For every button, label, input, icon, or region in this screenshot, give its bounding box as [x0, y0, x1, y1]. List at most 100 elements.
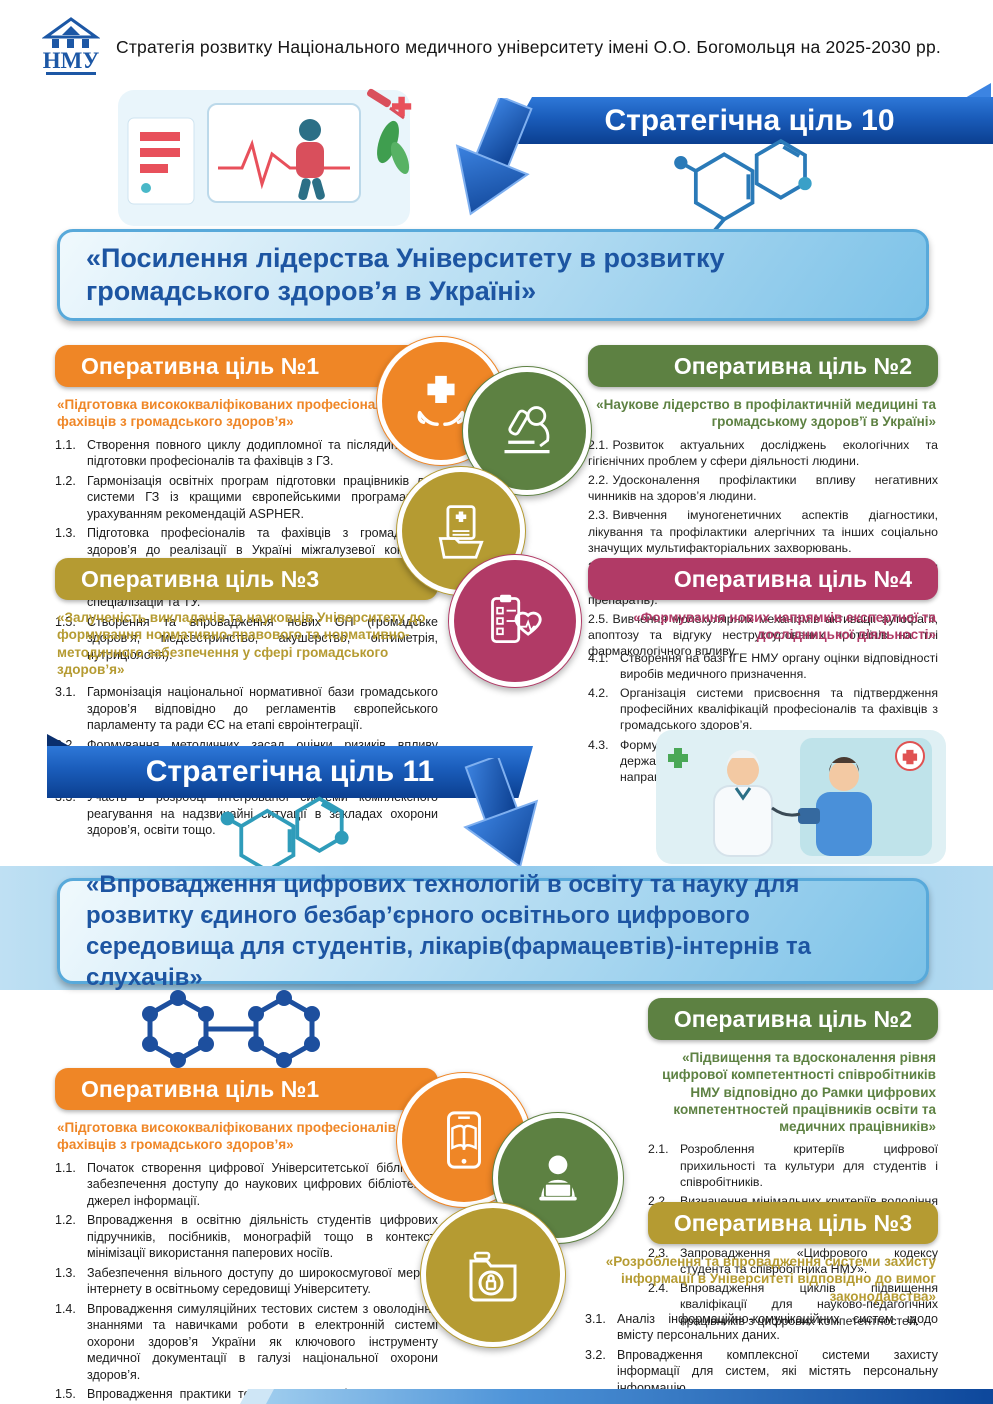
item-text: Вивчення імуногенетичних аспектів діагно…	[588, 508, 938, 555]
list-item: 2.4. Впровадження циклів підвищення квалі…	[648, 1280, 938, 1329]
goal-title-bar: Оперативна ціль №1	[55, 1068, 438, 1110]
list-item: 1.3. Забезпечення вільного доступу до шир…	[55, 1265, 438, 1298]
goal-title-bar: Оперативна ціль №3	[55, 558, 438, 600]
goal-subtitle: «Підготовка висококваліфікованих професі…	[57, 1120, 414, 1153]
item-number: 1.1.	[55, 1160, 76, 1175]
goal-items: 1.1. Початок створення цифрової Університ…	[55, 1160, 438, 1404]
goal-title: Оперативна ціль №2	[673, 352, 912, 379]
goal-subtitle: «Розроблення та впровадження системи зах…	[605, 1254, 936, 1304]
down-arrow-icon	[463, 758, 539, 869]
item-number: 4.1.	[588, 650, 609, 665]
goal-subtitle: «Формування нових напрямків експертної т…	[633, 610, 936, 643]
goal-title-bar: Оперативна ціль №4	[588, 558, 938, 600]
item-number: 1.2.	[55, 1213, 76, 1228]
footer-bar	[262, 1389, 993, 1404]
list-item: 3.1. Гармонізація національної нормативно…	[55, 684, 438, 734]
list-item: 4.2. Організація системи присвоєння та пі…	[588, 685, 938, 734]
item-number: 2.2.	[588, 472, 609, 487]
item-text: Гармонізація освітніх програм підготовки…	[87, 473, 438, 521]
item-number: 1.5.	[55, 1387, 76, 1402]
item-number: 1.4.	[55, 1301, 76, 1316]
item-text: Забезпечення вільного доступу до широкос…	[87, 1265, 438, 1297]
item-text: Створення та впровадження нових ОП (гром…	[87, 614, 438, 662]
item-text: Підготовка професіоналів та фахівців з г…	[87, 526, 438, 573]
list-item: 1.1. Створення повного циклу додипломної …	[55, 437, 438, 470]
hands-medical-cross-icon	[417, 375, 465, 426]
goal-title: Оперативна ціль №3	[673, 1209, 912, 1236]
list-item: 1.4. Впровадження симуляційних тестових с…	[55, 1301, 438, 1384]
nmu-logo-icon: НМУ	[42, 17, 100, 75]
item-text: Впровадження комплексної системи захисту…	[617, 1347, 938, 1395]
item-text: Організація системи присвоєння та підтве…	[620, 685, 938, 733]
list-item: 4.1. Створення на базі ІГЕ НМУ органу оці…	[588, 650, 938, 682]
molecule-icon	[674, 138, 812, 233]
goal-title: Оперативна ціль №2	[673, 1005, 912, 1032]
item-text: Аналіз інформаційно-комунікаційних систе…	[617, 1311, 938, 1343]
item-number: 2.4.	[648, 1281, 669, 1296]
goal-block-s1-4: Оперативна ціль №4 «Формування нових нап…	[588, 558, 938, 788]
goal-title-bar: Оперативна ціль №1	[55, 345, 438, 387]
item-number: 4.3.	[588, 737, 609, 752]
list-item: 1.3. Підготовка професіоналів та фахівців…	[55, 525, 438, 575]
item-text: Впровадження симуляційних тестових систе…	[87, 1301, 438, 1382]
list-item: 3.2. Впровадження комплексної системи зах…	[585, 1347, 938, 1397]
strategic-goal-11-quote: «Впровадження цифрових технологій в осві…	[57, 871, 929, 991]
item-number: 2.1.	[588, 437, 609, 452]
item-text: Створення повного циклу додипломної та п…	[87, 437, 438, 469]
goal-subtitle: «Залученість викладачів та науковців Уні…	[57, 610, 426, 677]
goal-subtitle: «Підвищення та вдосконалення рівня цифро…	[662, 1050, 936, 1135]
list-item: 2.2. Удосконалення профілактики впливу не…	[588, 472, 938, 504]
ribbon-fold	[965, 83, 991, 98]
item-text: Вивчення молекулярних механізмів активац…	[588, 611, 938, 659]
list-item: 1.5. Створення та впровадження нових ОП (…	[55, 614, 438, 664]
item-number: 3.1.	[585, 1311, 606, 1326]
list-item: 1.2. Гармонізація освітніх програм підгот…	[55, 473, 438, 523]
item-number: 1.2.	[55, 473, 76, 488]
student-laptop-icon	[539, 1155, 577, 1201]
item-number: 1.3.	[55, 1265, 76, 1280]
goal-title-bar: Оперативна ціль №3	[648, 1202, 938, 1244]
item-number: 3.2.	[585, 1347, 606, 1362]
medical-document-folder-icon	[438, 505, 484, 559]
goal-subtitle: «Наукове лідерство в профілактичній меди…	[596, 397, 936, 430]
goal-title-bar: Оперативна ціль №2	[648, 998, 938, 1040]
secure-locked-folder-icon	[469, 1251, 517, 1302]
circle-goal4	[448, 554, 582, 688]
item-number: 3.1.	[55, 685, 76, 700]
list-item: 2.1. Розроблення критеріїв цифрової прихи…	[648, 1141, 938, 1190]
svg-text:НМУ: НМУ	[43, 48, 100, 73]
goal-block-s1-1: Оперативна ціль №1 «Підготовка висококва…	[55, 345, 438, 666]
item-number: 1.1.	[55, 437, 76, 452]
goal-title: Оперативна ціль №1	[81, 1075, 320, 1102]
item-text: Удосконалення профілактики впливу негати…	[588, 472, 938, 504]
strategic-goal-11-label: Стратегічна ціль 11	[145, 755, 435, 788]
item-number: 2.3.	[648, 1245, 669, 1260]
health-checklist-heart-icon	[491, 594, 542, 644]
list-item: 3.1. Аналіз інформаційно-комунікаційних с…	[585, 1311, 938, 1344]
goal-subtitle: «Підготовка висококваліфікованих професі…	[57, 397, 414, 430]
goal-items: 3.1. Аналіз інформаційно-комунікаційних с…	[585, 1311, 938, 1404]
item-number: 1.5.	[55, 614, 76, 629]
quote-text: «Впровадження цифрових технологій в осві…	[86, 870, 811, 992]
item-text: Впровадження циклів підвищення кваліфіка…	[680, 1281, 938, 1328]
item-text: Запровадження «Цифрового кодексу студент…	[680, 1245, 938, 1276]
circle-s2-goal3	[420, 1202, 566, 1348]
goal-items: 1.1. Створення повного циклу додипломної …	[55, 437, 438, 664]
poster-title: Стратегія розвитку Національного медично…	[116, 36, 941, 57]
item-text: Розвиток актуальних досліджень екологічн…	[588, 437, 938, 468]
item-text: Гармонізація національної нормативної ба…	[87, 685, 438, 733]
list-item: 2.3. Запровадження «Цифрового кодексу сту…	[648, 1245, 938, 1277]
goal-title-bar: Оперативна ціль №2	[588, 345, 938, 387]
item-number: 2.5.	[588, 611, 609, 626]
item-text: Створення на базі ІГЕ НМУ органу оцінки …	[620, 650, 938, 681]
goal-title: Оперативна ціль №1	[81, 352, 320, 379]
item-number: 2.3.	[588, 508, 609, 523]
item-text: Впровадження в освітню діяльність студен…	[87, 1213, 438, 1261]
list-item: 2.3. Вивчення імуногенетичних аспектів ді…	[588, 507, 938, 556]
list-item: 1.2. Впровадження в освітню діяльність ст…	[55, 1212, 438, 1262]
goal-title: Оперативна ціль №3	[81, 565, 320, 592]
header: НМУ Стратегія розвитку Національного мед…	[42, 14, 973, 80]
molecule-network-icon	[142, 990, 320, 1068]
item-number: 1.3.	[55, 526, 76, 541]
